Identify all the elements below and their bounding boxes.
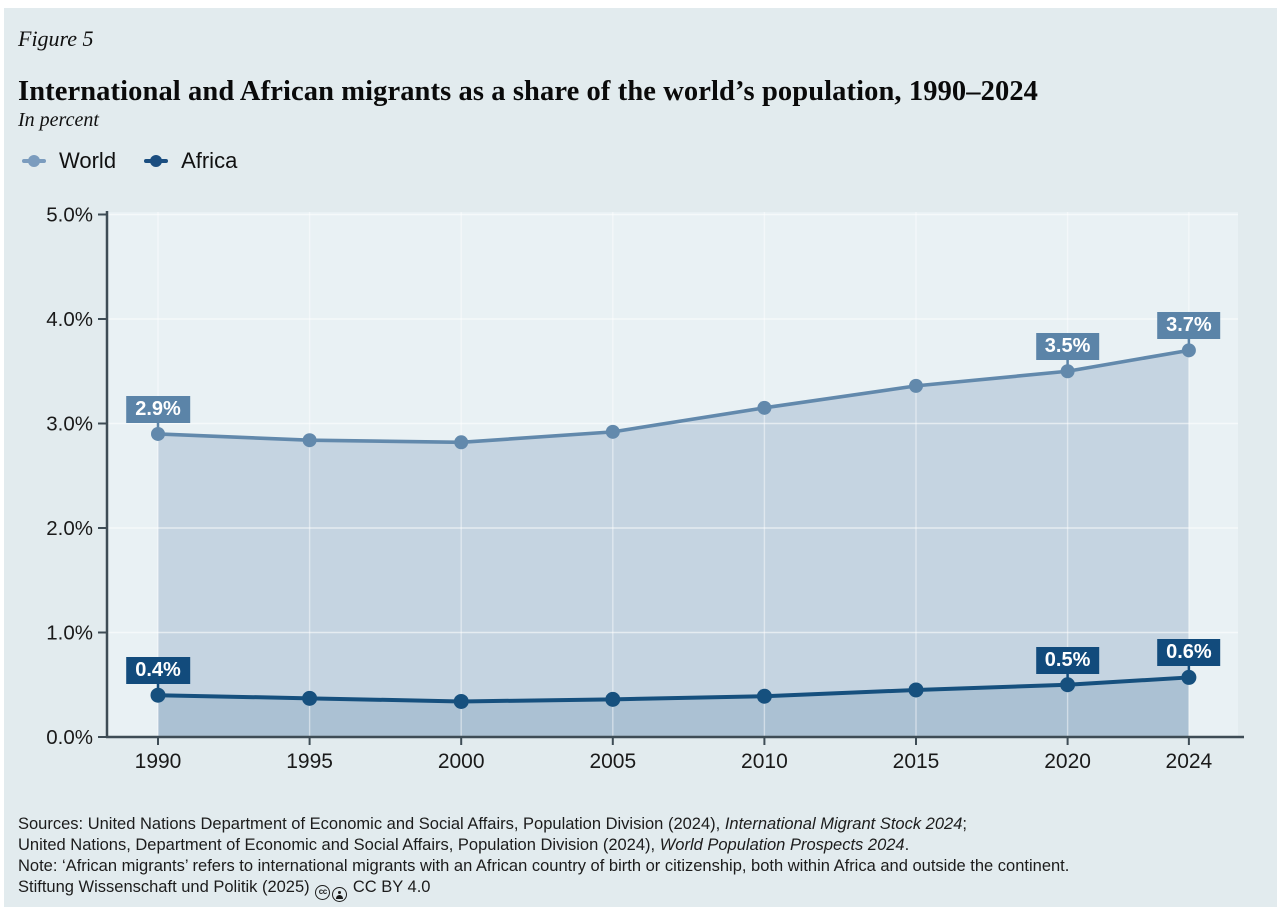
y-tick-label: 5.0% — [46, 204, 93, 227]
footer-line-3: Note: ‘African migrants’ refers to inter… — [18, 856, 1268, 877]
world-series-marker-icon — [22, 159, 46, 163]
world-data-point-marker — [454, 435, 469, 450]
y-tick-label: 2.0% — [46, 517, 93, 540]
africa-data-point-marker — [756, 688, 772, 704]
legend-item-world: World — [22, 148, 116, 174]
footer-notes: Sources: United Nations Department of Ec… — [18, 814, 1268, 902]
x-tick-label: 2020 — [1044, 750, 1091, 773]
footer-text: Stiftung Wissenschaft und Politik (2025) — [18, 878, 315, 896]
footer-text: CC BY 4.0 — [348, 878, 431, 896]
legend: World Africa — [22, 148, 237, 174]
footer-italic-text: World Population Prospects 2024 — [659, 836, 905, 854]
legend-item-africa: Africa — [144, 148, 237, 174]
chart-subtitle: In percent — [18, 109, 99, 131]
y-tick-label: 1.0% — [46, 622, 93, 645]
world-line — [156, 348, 1191, 445]
footer-line-4: Stiftung Wissenschaft und Politik (2025)… — [18, 877, 1268, 902]
africa-data-point-marker — [453, 693, 469, 709]
footer-text: Note: ‘African migrants’ refers to inter… — [18, 857, 1070, 875]
footer-text: ; — [962, 815, 967, 833]
x-tick-label: 1995 — [286, 750, 333, 773]
africa-data-point-marker — [1060, 677, 1076, 693]
x-tick-label: 2015 — [893, 750, 940, 773]
world-data-point-marker — [909, 378, 923, 393]
x-tick-label: 2024 — [1166, 750, 1213, 773]
africa-data-point-marker — [1181, 669, 1197, 685]
footer-text: . — [904, 836, 910, 854]
world-area-fill — [158, 350, 1189, 737]
africa-series-marker-icon — [144, 159, 169, 163]
x-tick-label: 1990 — [135, 750, 182, 773]
africa-data-point-marker — [908, 682, 924, 698]
cc-by-attribution-icon — [332, 887, 348, 902]
africa-area-fill — [158, 677, 1189, 737]
footer-line-1: Sources: United Nations Department of Ec… — [18, 814, 1268, 835]
africa-data-point-marker — [605, 691, 621, 707]
y-tick-label: 3.0% — [46, 413, 93, 436]
x-tick-label: 2010 — [741, 750, 788, 773]
world-data-point-marker — [151, 426, 165, 441]
footer-line-2: United Nations, Department of Economic a… — [18, 835, 1268, 856]
africa-data-point-marker — [150, 687, 166, 703]
africa-data-point-marker — [302, 690, 318, 706]
x-tick-label: 2005 — [589, 750, 636, 773]
world-data-point-marker — [605, 424, 620, 439]
africa-line — [156, 675, 1191, 704]
x-tick-label: 2000 — [438, 750, 485, 773]
chart-title: International and African migrants as a … — [18, 76, 1039, 107]
world-data-point-marker — [757, 400, 772, 415]
cc-license-icon: cc — [315, 884, 331, 900]
world-data-point-marker — [1060, 364, 1075, 379]
footer-text: Sources: United Nations Department of Ec… — [18, 815, 725, 833]
y-tick-label: 0.0% — [46, 726, 93, 749]
legend-label-world: World — [59, 148, 117, 173]
figure-label: Figure 5 — [18, 26, 94, 51]
footer-italic-text: International Migrant Stock 2024 — [724, 815, 963, 833]
footer-text: United Nations, Department of Economic a… — [18, 836, 660, 854]
world-data-point-marker — [302, 433, 317, 448]
world-data-point-marker — [1181, 343, 1196, 358]
y-tick-label: 4.0% — [46, 308, 93, 331]
legend-label-africa: Africa — [181, 148, 238, 173]
